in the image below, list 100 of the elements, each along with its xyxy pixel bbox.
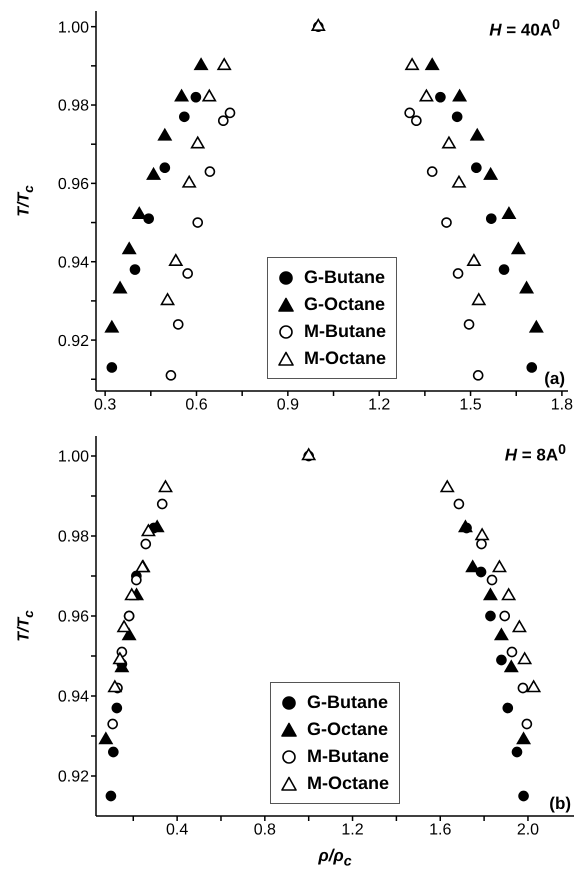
point [441,217,452,228]
x-tick-label: 1.6 [429,821,452,838]
legend-label: G-Octane [304,294,386,315]
y-tick-label: 1.00 [58,448,90,466]
point [172,319,184,330]
point [146,168,160,180]
point [217,58,232,70]
point [475,528,490,540]
point [112,702,122,714]
point [411,115,422,126]
point [467,254,481,266]
point [104,320,119,333]
point [526,362,538,373]
point [522,718,532,730]
point [499,610,510,622]
y-tick-label: 1.00 [58,19,90,36]
legend-label: G-Butane [304,267,385,288]
point [113,652,127,664]
point [158,480,172,492]
point [160,293,174,306]
point [520,281,534,294]
point [143,213,154,224]
point [218,115,229,126]
legend-label: M-Butane [304,321,386,342]
point [484,588,498,600]
x-tick-label: 1.2 [368,396,390,414]
point [122,242,136,254]
point [492,560,506,572]
x-tick-label: 1.5 [459,396,482,414]
x-axis-title: ρ/ρ$_{c}$ [318,846,352,870]
y-tick-label: 0.98 [58,528,90,546]
point [440,480,454,492]
point [502,702,514,714]
point [108,680,122,692]
point [484,168,498,180]
point [142,524,156,536]
point [511,242,526,254]
point [518,682,528,694]
point [190,136,205,149]
point [404,108,415,118]
x-tick-label: 0.8 [254,821,276,838]
legend-label: G-Octane [306,719,388,740]
text: H = 8A$^{0}$ [504,442,566,466]
point [512,746,522,758]
y-tick-label: 0.92 [58,332,90,350]
annotation: (a) [544,369,565,389]
point [131,574,142,586]
point [156,498,168,510]
point [182,268,193,279]
point [174,89,188,102]
point [106,790,116,802]
point [518,652,532,664]
x-tick-label: 1.8 [550,396,574,414]
point [502,588,516,600]
point [486,574,498,586]
point [472,370,484,381]
point [190,92,202,102]
point [464,319,474,330]
point [452,89,466,102]
point [452,268,464,279]
point [224,108,236,118]
x-tick-label: 0.3 [94,396,116,414]
point [458,520,472,532]
point [425,58,440,70]
point [472,293,486,306]
point [496,654,507,666]
point [529,320,544,333]
point [485,610,496,622]
point [506,646,518,658]
point [512,620,526,632]
y-tick-label: 0.94 [58,688,90,706]
legend-label: G-Butane [306,692,388,713]
point [452,111,462,122]
point [518,790,529,802]
point [166,370,176,381]
x-tick-label: 0.9 [276,396,300,414]
legend-label: M-Octane [304,348,386,369]
point [130,264,140,275]
point [526,680,541,692]
point [442,136,456,149]
point [454,498,464,510]
point [192,217,204,228]
point [435,92,446,102]
point [470,128,484,141]
point [204,166,216,177]
point [502,206,516,220]
x-tick-label: 0.6 [185,396,208,414]
y-tick-label: 0.96 [58,176,90,194]
legend-label: M-Octane [306,773,390,794]
y-tick-label: 0.92 [58,768,90,786]
point [486,213,497,224]
point [108,746,119,758]
y-tick-label: 0.96 [58,608,90,626]
point [158,128,172,141]
point [405,58,419,70]
point [98,732,113,744]
point [420,89,434,102]
legend-label: M-Butane [306,746,389,767]
point [182,176,196,188]
x-tick-label: 2.0 [516,821,540,838]
